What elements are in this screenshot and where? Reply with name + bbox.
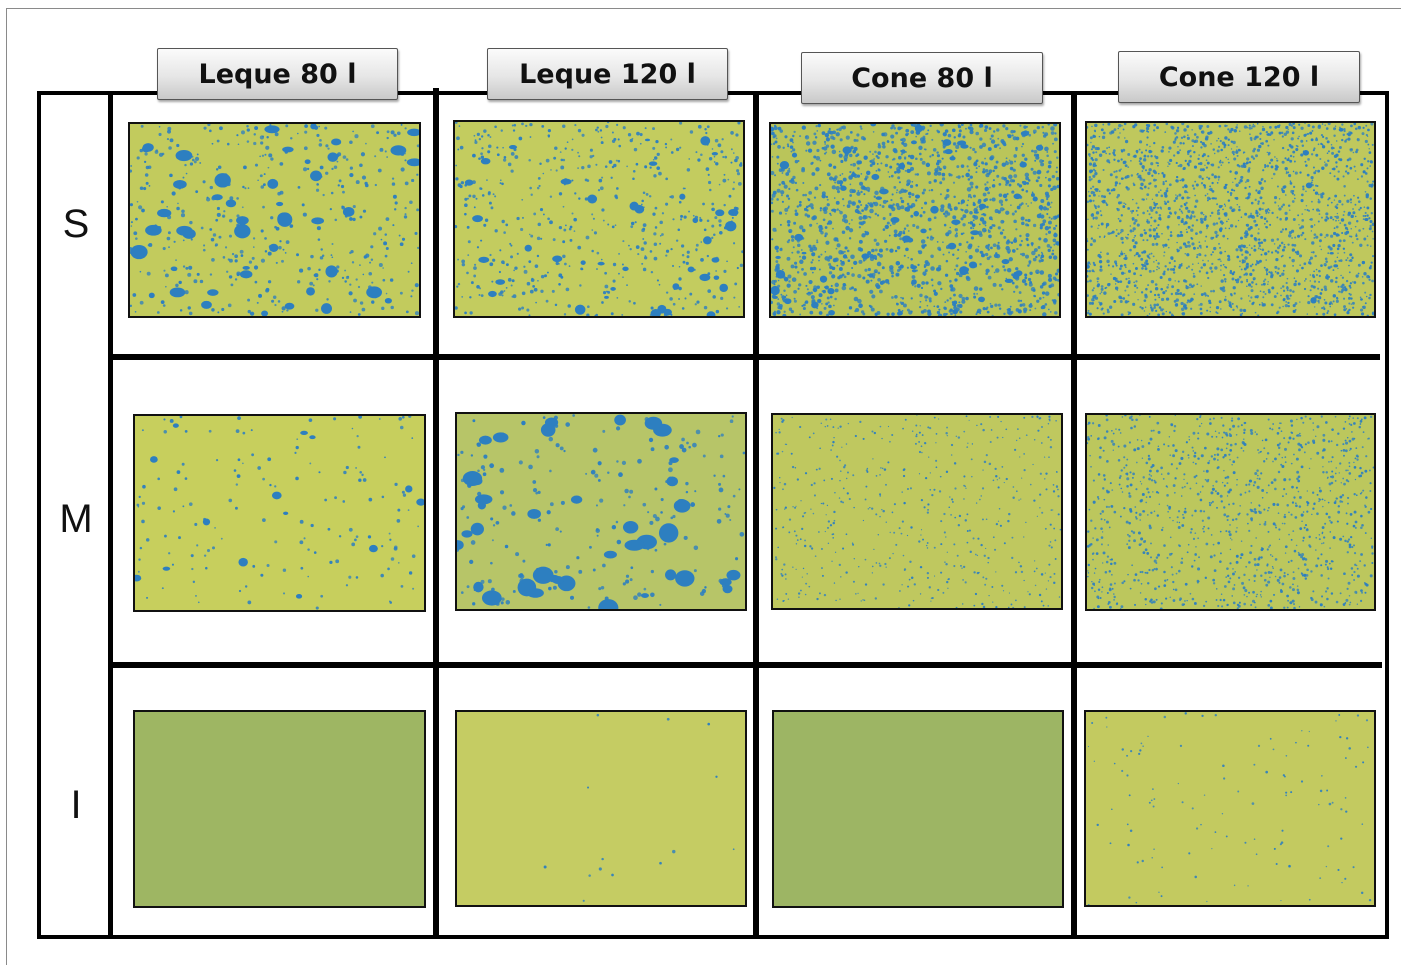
spray-card-m-leque-120 — [455, 412, 747, 611]
spray-card-s-leque-80 — [128, 122, 421, 318]
card-surface — [457, 712, 745, 905]
grid-line-left — [37, 91, 41, 939]
card-surface — [135, 712, 424, 906]
grid-line-label-col — [108, 91, 113, 939]
spray-card-m-cone-80 — [771, 413, 1063, 610]
spray-card-i-cone-120 — [1084, 710, 1376, 907]
grid-line-row2 — [110, 662, 1382, 668]
card-surface — [135, 416, 424, 610]
spray-card-i-leque-80 — [133, 710, 426, 908]
grid-line-col3 — [1071, 91, 1077, 939]
grid-line-col1 — [433, 88, 439, 938]
card-surface — [773, 415, 1061, 608]
grid-line-bottom — [37, 935, 1389, 939]
column-header-leque-120: Leque 120 l — [487, 48, 728, 100]
card-surface — [1086, 712, 1374, 905]
spray-card-i-leque-120 — [455, 710, 747, 907]
row-label-i: I — [70, 783, 82, 827]
figure-frame — [6, 8, 1401, 965]
card-surface — [1087, 415, 1374, 609]
spray-card-s-cone-120 — [1085, 121, 1376, 318]
column-header-leque-80: Leque 80 l — [157, 48, 398, 100]
card-surface — [457, 414, 745, 609]
spray-card-m-leque-80 — [133, 414, 426, 612]
spray-card-i-cone-80 — [772, 710, 1064, 908]
card-surface — [1087, 123, 1374, 316]
spray-card-s-leque-120 — [453, 120, 745, 318]
column-header-cone-120: Cone 120 l — [1118, 51, 1360, 103]
card-surface — [455, 122, 743, 316]
card-surface — [771, 124, 1059, 316]
grid-line-row1 — [110, 354, 1380, 360]
row-label-s: S — [62, 202, 90, 246]
spray-card-s-cone-80 — [769, 122, 1061, 318]
grid-line-right — [1385, 91, 1389, 939]
spray-card-m-cone-120 — [1085, 413, 1376, 611]
grid-line-col2 — [753, 91, 759, 939]
card-surface — [130, 124, 419, 316]
card-surface — [774, 712, 1062, 906]
row-label-m: M — [59, 497, 93, 541]
column-header-cone-80: Cone 80 l — [801, 52, 1043, 104]
